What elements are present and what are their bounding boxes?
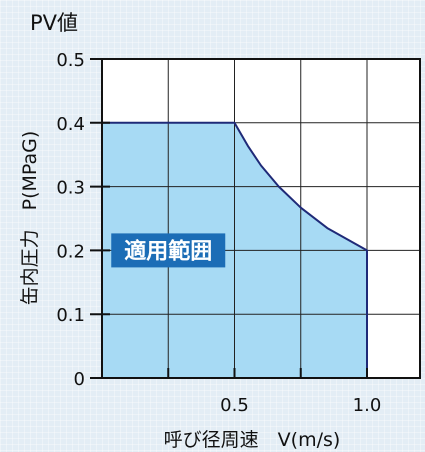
tick-label-layer: 0 0.1 0.2 0.3 0.4 0.5 0.5 1.0	[56, 50, 381, 416]
y-tick-label: 0	[74, 369, 85, 390]
x-axis-label: 呼び径周速 V(m/s)	[164, 429, 341, 451]
plot-frame	[101, 58, 421, 379]
series-line	[102, 121, 368, 378]
y-axis-label: 缶内圧力 P(MPaG)	[19, 131, 41, 306]
line-layer	[102, 121, 368, 378]
y-tick-label: 0.5	[56, 50, 85, 71]
y-tick-label: 0.1	[56, 305, 85, 326]
annotation-box	[111, 233, 226, 268]
x-tick-label: 0.5	[220, 395, 249, 416]
y-tick-label: 0.2	[56, 241, 85, 262]
x-tick-label: 1.0	[353, 395, 382, 416]
annotation-layer: 適用範囲	[111, 233, 226, 268]
chart-title: PV値	[30, 11, 78, 35]
y-tick-label: 0.3	[56, 178, 85, 199]
annotation-label: 適用範囲	[124, 238, 212, 264]
tick-layer	[90, 58, 368, 379]
y-tick-label: 0.4	[56, 114, 85, 135]
